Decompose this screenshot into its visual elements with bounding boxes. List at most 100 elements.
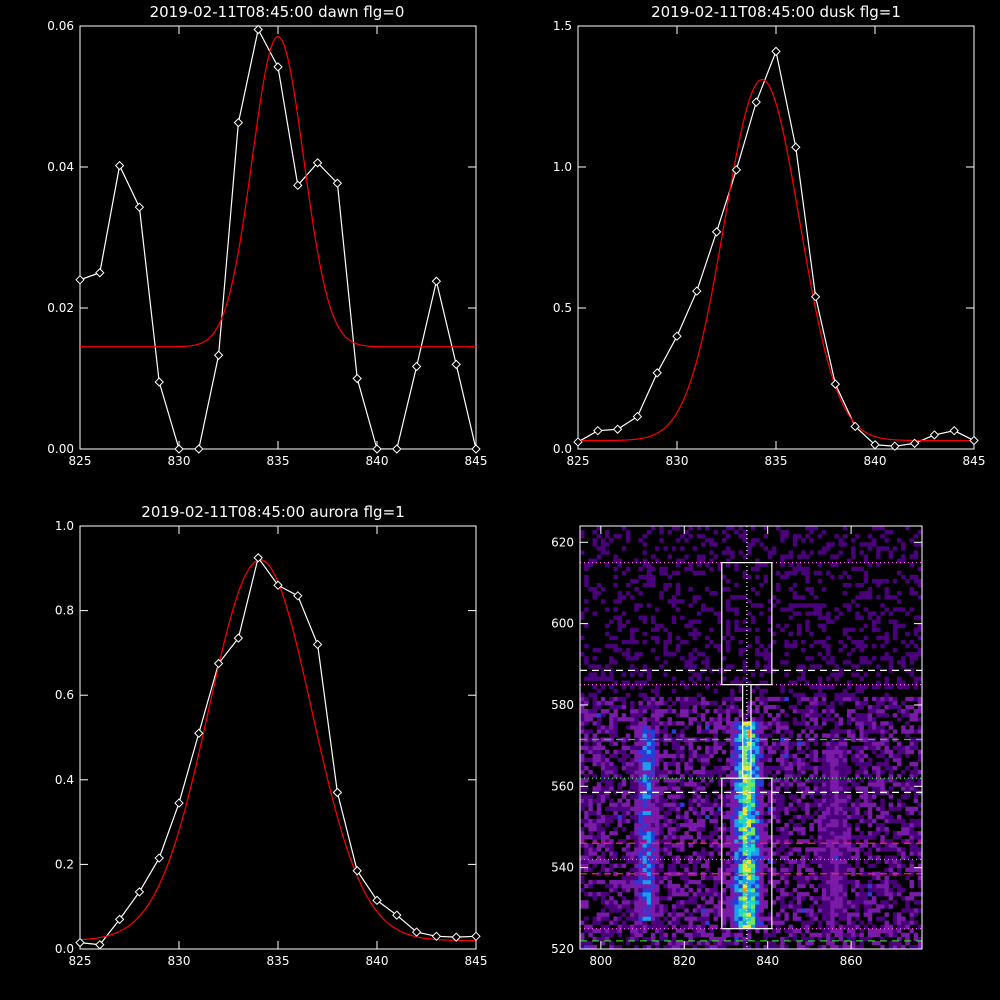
heatmap-cell xyxy=(867,814,873,820)
heatmap-cell xyxy=(592,542,597,547)
heatmap-cell xyxy=(734,900,739,905)
heatmap-cell xyxy=(805,611,810,616)
heatmap-cell xyxy=(805,680,810,685)
heatmap-cell xyxy=(742,554,748,559)
heatmap-cell xyxy=(671,709,677,714)
heatmap-cell xyxy=(884,875,889,881)
heatmap-cell xyxy=(734,725,739,730)
heatmap-cell xyxy=(746,900,752,905)
heatmap-cell xyxy=(805,753,810,759)
heatmap-cell xyxy=(705,802,710,807)
heatmap-cell xyxy=(905,611,910,616)
heatmap-cell xyxy=(742,940,748,946)
heatmap-cell xyxy=(621,794,627,799)
heatmap-cell xyxy=(809,822,814,828)
heatmap-cell xyxy=(842,741,848,746)
heatmap-cell xyxy=(667,863,673,868)
heatmap-cell xyxy=(771,851,777,856)
heatmap-cell xyxy=(584,745,589,750)
heatmap-cell xyxy=(730,550,735,555)
heatmap-cell xyxy=(784,835,789,840)
heatmap-cell xyxy=(642,916,648,921)
heatmap-cell xyxy=(638,810,643,816)
heatmap-cell xyxy=(621,778,627,783)
heatmap-cell xyxy=(913,591,919,596)
heatmap-cell xyxy=(642,619,648,624)
heatmap-cell xyxy=(755,717,760,722)
heatmap-cell xyxy=(813,765,819,771)
heatmap-cell xyxy=(826,802,831,807)
heatmap-cell xyxy=(584,835,589,840)
heatmap-cell xyxy=(792,761,798,767)
heatmap-cell xyxy=(634,717,639,722)
heatmap-cell xyxy=(630,664,635,669)
heatmap-cell xyxy=(771,900,777,905)
heatmap-cell xyxy=(909,713,914,718)
heatmap-cell xyxy=(725,810,731,816)
heatmap-cell xyxy=(659,896,664,901)
heatmap-cell xyxy=(638,875,643,881)
heatmap-cell xyxy=(767,835,773,840)
heatmap-cell xyxy=(667,652,673,657)
heatmap-cell xyxy=(751,709,756,714)
heatmap-cell xyxy=(826,615,831,620)
heatmap-cell xyxy=(855,863,860,868)
heatmap-cell xyxy=(734,924,739,929)
heatmap-cell xyxy=(692,709,698,714)
heatmap-cell xyxy=(717,794,723,799)
heatmap-cell xyxy=(846,822,852,828)
heatmap-cell xyxy=(871,855,877,860)
heatmap-cell xyxy=(838,692,844,698)
heatmap-cell xyxy=(888,871,894,877)
heatmap-cell xyxy=(688,765,693,771)
heatmap-cell xyxy=(634,871,639,877)
heatmap-cell xyxy=(767,696,773,702)
heatmap-cell xyxy=(663,733,668,738)
heatmap-cell xyxy=(851,554,856,559)
heatmap-cell xyxy=(851,936,856,942)
heatmap-cell xyxy=(859,896,864,901)
heatmap-cell xyxy=(780,778,785,783)
heatmap-cell xyxy=(709,818,714,824)
heatmap-cell xyxy=(671,859,677,864)
heatmap-cell xyxy=(638,900,643,905)
heatmap-cell xyxy=(671,786,677,791)
heatmap-cell xyxy=(892,745,898,750)
heatmap-cell xyxy=(667,704,673,710)
heatmap-cell xyxy=(613,554,618,559)
heatmap-cell xyxy=(642,839,648,844)
heatmap-cell xyxy=(917,704,923,710)
heatmap-cell xyxy=(634,908,639,913)
heatmap-cell xyxy=(830,802,835,807)
heatmap-cell xyxy=(771,717,777,722)
heatmap-cell xyxy=(751,615,756,620)
heatmap-cell xyxy=(746,733,752,738)
heatmap-cell xyxy=(863,643,869,649)
heatmap-cell xyxy=(830,684,835,689)
heatmap-cell xyxy=(842,896,848,901)
heatmap-cell xyxy=(813,916,819,921)
heatmap-cell xyxy=(801,831,806,836)
heatmap-cell xyxy=(655,867,660,873)
heatmap-cell xyxy=(830,794,835,799)
heatmap-cell xyxy=(846,733,852,738)
heatmap-cell xyxy=(821,810,827,816)
heatmap-cell xyxy=(713,879,718,885)
heatmap-cell xyxy=(892,713,898,718)
heatmap-cell xyxy=(846,684,852,689)
heatmap-cell xyxy=(650,782,656,787)
dawn-y-tick-label: 0.04 xyxy=(47,160,74,174)
heatmap-cell xyxy=(801,814,806,820)
heatmap-cell xyxy=(638,713,643,718)
heatmap-cell xyxy=(876,790,881,795)
heatmap-cell xyxy=(876,883,881,889)
heatmap-cell xyxy=(684,883,689,889)
heatmap-cell xyxy=(642,843,648,848)
heatmap-cell xyxy=(659,924,664,929)
heatmap-cell xyxy=(876,831,881,836)
heatmap-cell xyxy=(855,603,860,608)
heatmap-cell xyxy=(888,818,894,824)
heatmap-cell xyxy=(700,761,706,767)
heatmap-cell xyxy=(725,550,731,555)
heatmap-cell xyxy=(859,802,864,807)
